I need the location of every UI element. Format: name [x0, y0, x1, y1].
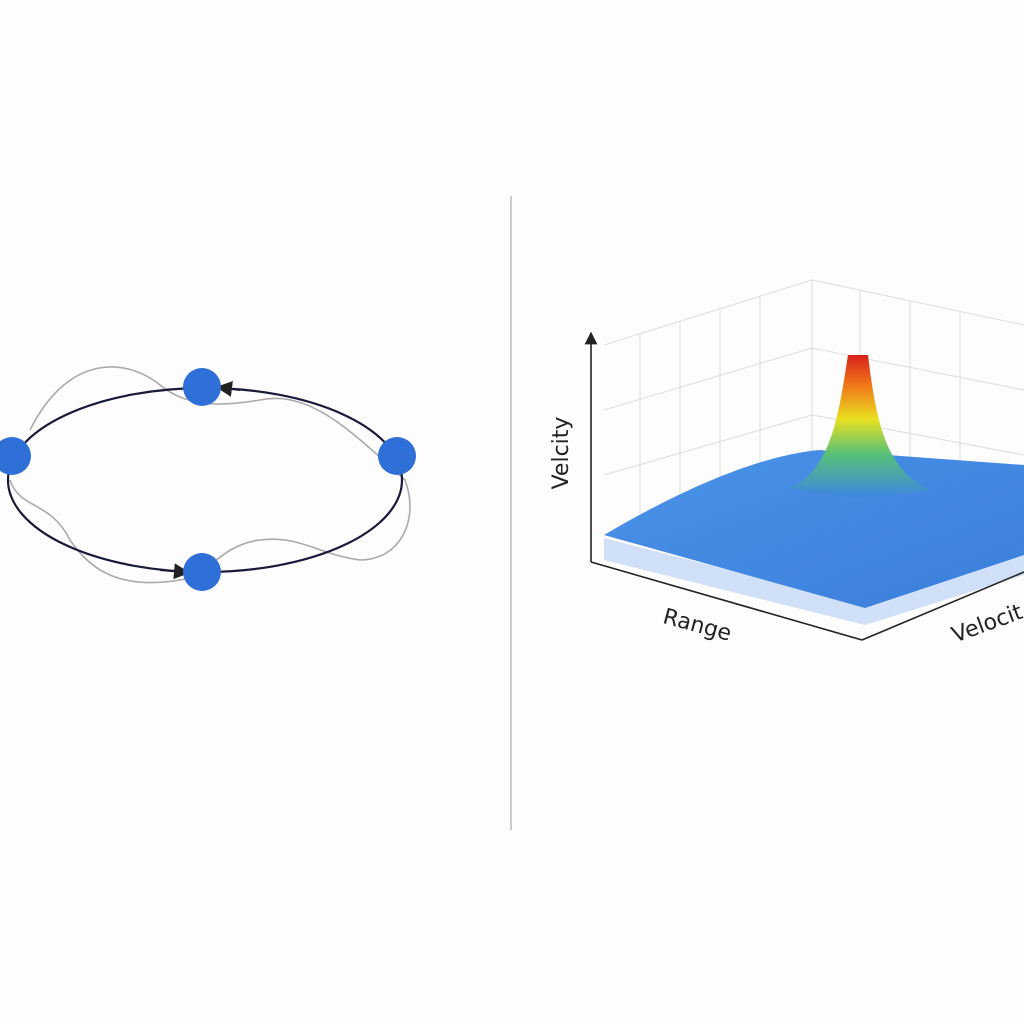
node: [183, 553, 221, 591]
cycle-ring: [6, 386, 404, 574]
node: [0, 437, 31, 475]
axis-label: Velocit: [949, 600, 1024, 649]
arrow: [216, 381, 241, 397]
node: [183, 368, 221, 406]
wavy-path: [9, 366, 411, 584]
surface-plot: Velcity Range Velocit: [549, 279, 1024, 649]
side-axis: [861, 571, 1024, 641]
axis-label: Range: [660, 604, 734, 646]
cycle-diagram: [0, 366, 416, 591]
surface-peak: [790, 355, 930, 498]
surface-base: [604, 538, 1024, 625]
arrow: [159, 563, 190, 580]
front-axis: [590, 561, 863, 641]
axis-label: Velcity: [549, 417, 574, 490]
node: [378, 437, 416, 475]
